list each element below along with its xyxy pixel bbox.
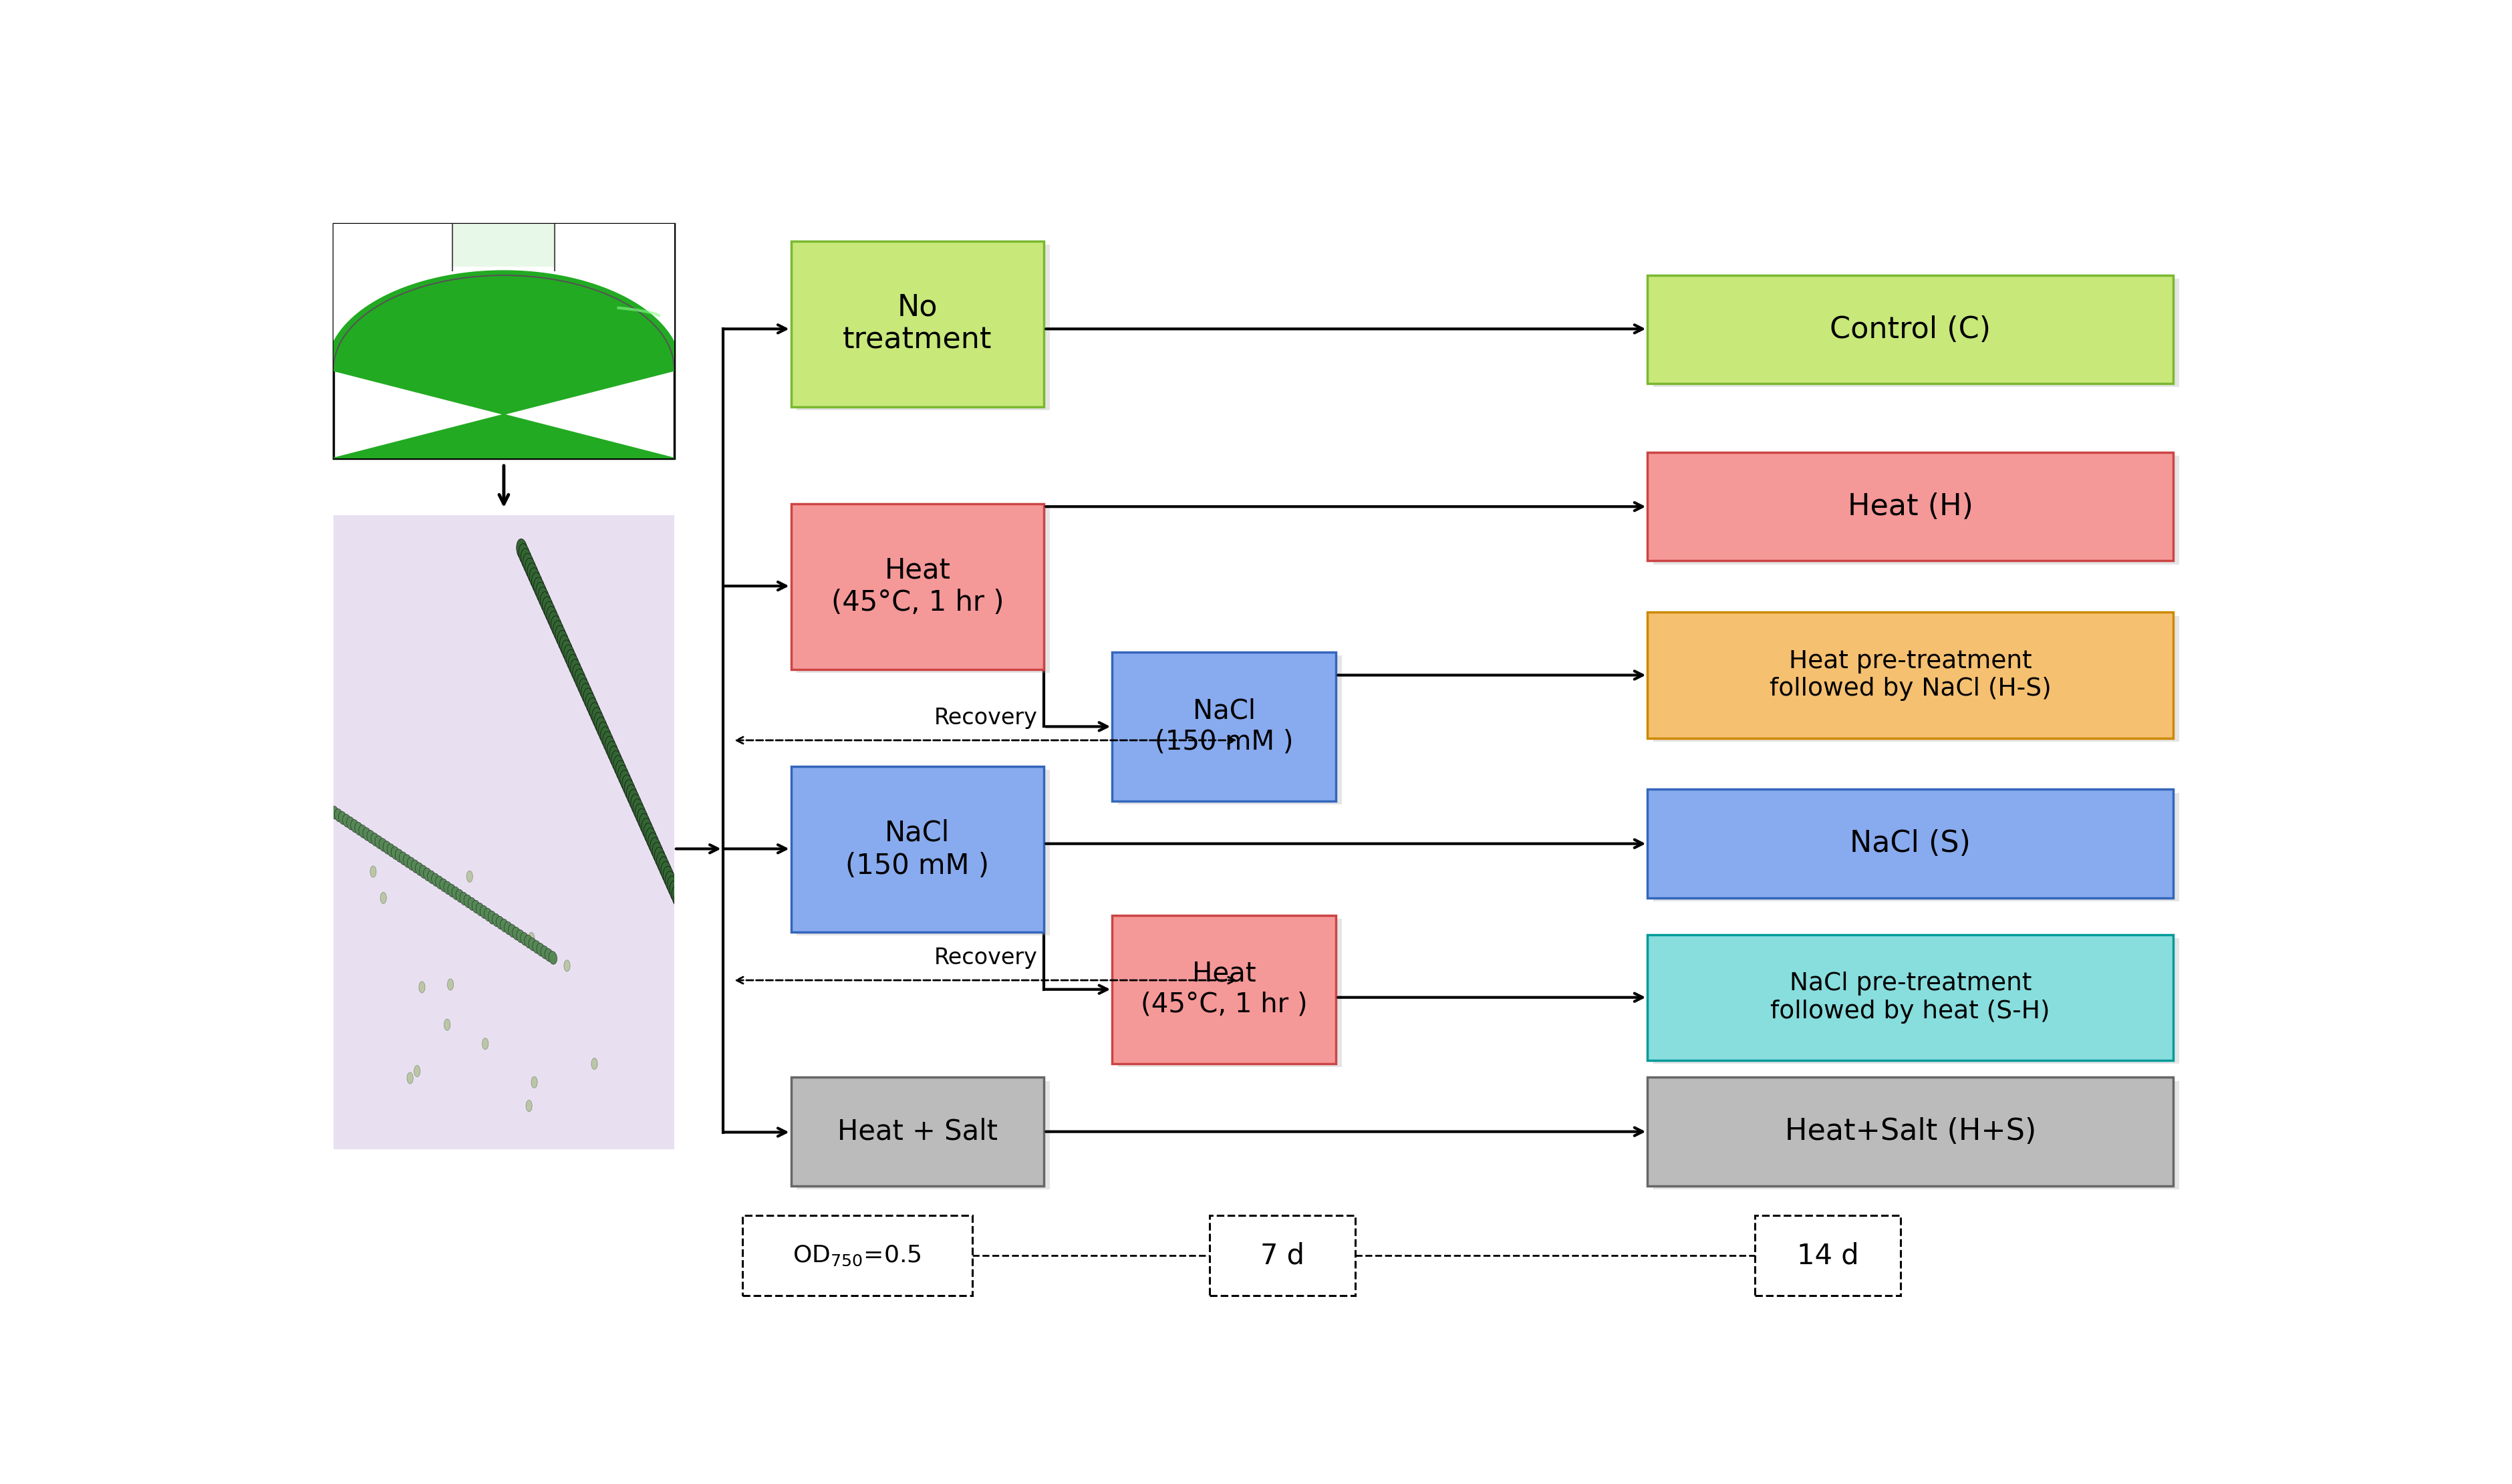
Text: 14 d: 14 d xyxy=(1796,1242,1859,1270)
FancyBboxPatch shape xyxy=(1753,1215,1902,1296)
FancyBboxPatch shape xyxy=(1113,916,1336,1064)
FancyBboxPatch shape xyxy=(796,1080,1050,1189)
Text: Heat (H): Heat (H) xyxy=(1849,493,1972,521)
FancyBboxPatch shape xyxy=(1648,1077,2173,1186)
FancyBboxPatch shape xyxy=(1653,792,2178,901)
Text: Recovery: Recovery xyxy=(934,706,1037,729)
FancyBboxPatch shape xyxy=(1648,789,2173,898)
Text: 7 d: 7 d xyxy=(1261,1242,1304,1270)
Text: OD$_{750}$=0.5: OD$_{750}$=0.5 xyxy=(794,1244,922,1267)
Text: NaCl (S): NaCl (S) xyxy=(1849,830,1972,858)
FancyBboxPatch shape xyxy=(1653,279,2178,387)
FancyBboxPatch shape xyxy=(796,508,1050,672)
Text: Recovery: Recovery xyxy=(934,947,1037,969)
FancyBboxPatch shape xyxy=(1653,456,2178,564)
FancyBboxPatch shape xyxy=(1648,935,2173,1060)
Text: NaCl
(150 mM ): NaCl (150 mM ) xyxy=(1156,697,1294,755)
FancyBboxPatch shape xyxy=(1648,453,2173,561)
Text: NaCl pre-treatment
followed by heat (S-H): NaCl pre-treatment followed by heat (S-H… xyxy=(1771,972,2050,1024)
FancyBboxPatch shape xyxy=(791,240,1045,407)
FancyBboxPatch shape xyxy=(1648,275,2173,384)
Text: Heat + Salt: Heat + Salt xyxy=(836,1117,997,1146)
FancyBboxPatch shape xyxy=(1118,656,1341,804)
FancyBboxPatch shape xyxy=(791,767,1045,932)
FancyBboxPatch shape xyxy=(1653,616,2178,742)
FancyBboxPatch shape xyxy=(796,770,1050,936)
FancyBboxPatch shape xyxy=(1653,1080,2178,1189)
FancyBboxPatch shape xyxy=(744,1215,972,1296)
Text: Heat
(45°C, 1 hr ): Heat (45°C, 1 hr ) xyxy=(831,556,1005,617)
FancyBboxPatch shape xyxy=(796,245,1050,410)
FancyBboxPatch shape xyxy=(1211,1215,1356,1296)
FancyBboxPatch shape xyxy=(1648,613,2173,738)
FancyBboxPatch shape xyxy=(334,224,673,459)
Text: Heat
(45°C, 1 hr ): Heat (45°C, 1 hr ) xyxy=(1140,960,1309,1018)
Text: Control (C): Control (C) xyxy=(1829,315,1992,344)
FancyBboxPatch shape xyxy=(1113,653,1336,801)
FancyBboxPatch shape xyxy=(791,503,1045,669)
Text: NaCl
(150 mM ): NaCl (150 mM ) xyxy=(847,819,990,880)
Text: Heat+Salt (H+S): Heat+Salt (H+S) xyxy=(1784,1117,2037,1146)
Text: Heat pre-treatment
followed by NaCl (H-S): Heat pre-treatment followed by NaCl (H-S… xyxy=(1768,649,2052,700)
FancyBboxPatch shape xyxy=(791,1077,1045,1186)
FancyBboxPatch shape xyxy=(1118,919,1341,1067)
Text: No
treatment: No treatment xyxy=(844,292,992,355)
FancyBboxPatch shape xyxy=(1653,938,2178,1064)
